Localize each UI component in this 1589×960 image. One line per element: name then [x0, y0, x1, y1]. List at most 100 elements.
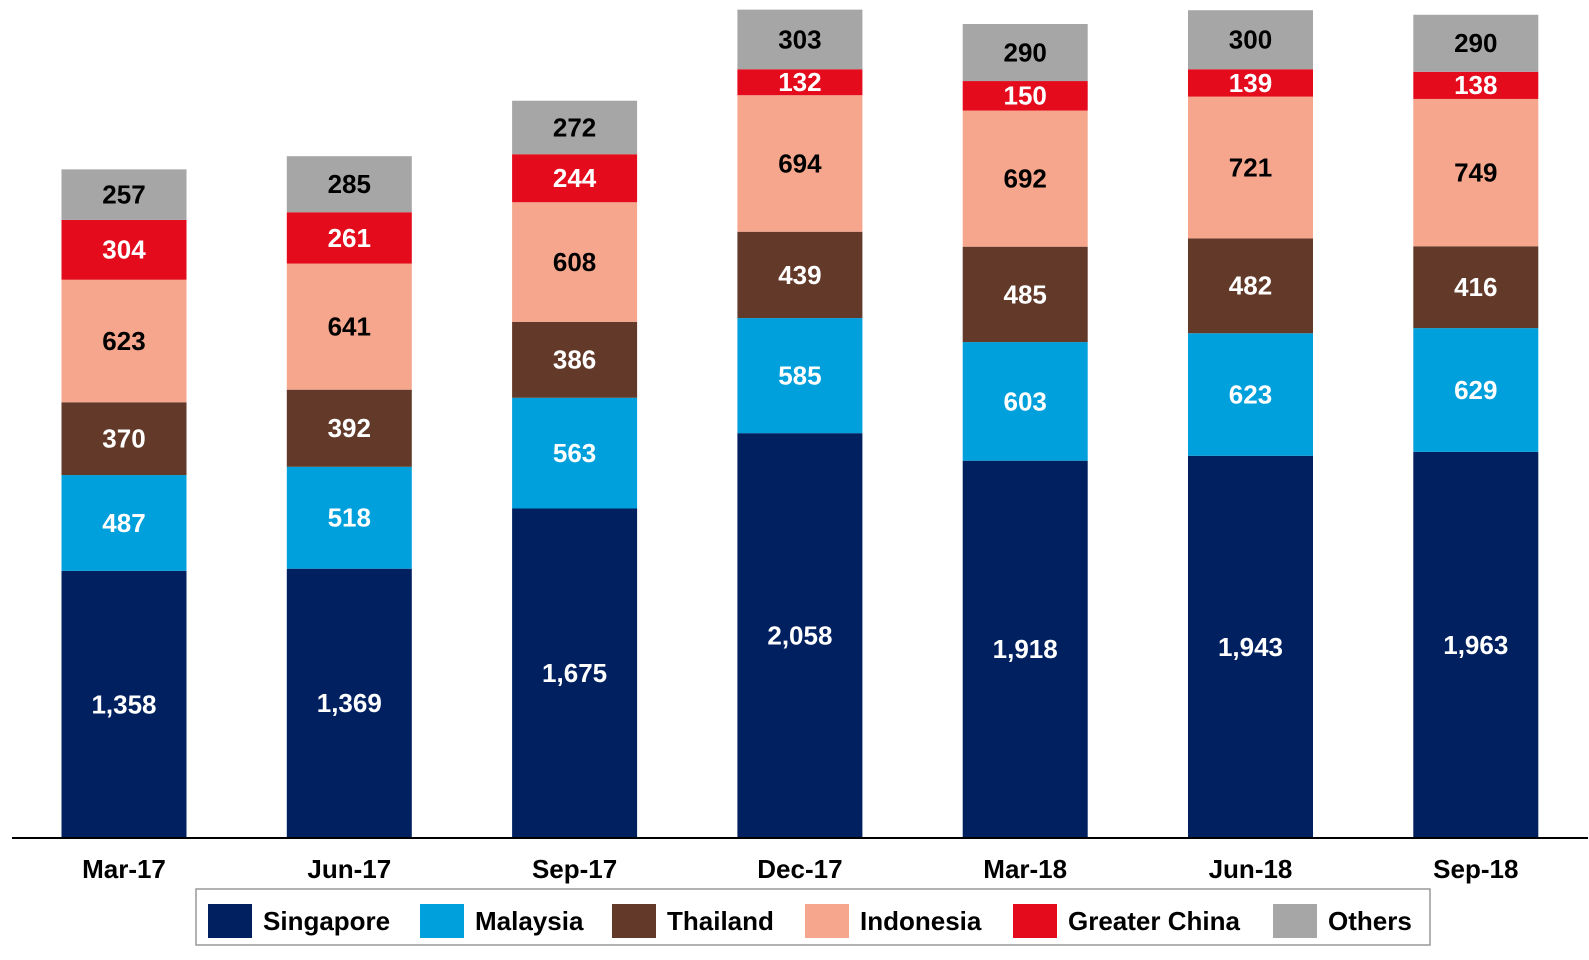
data-label: 304	[102, 235, 146, 265]
bar-segment	[512, 397, 638, 509]
data-label: 150	[1004, 81, 1047, 111]
bar-segment	[1188, 10, 1313, 70]
data-label: 518	[328, 503, 371, 533]
bar-segment	[1188, 69, 1313, 97]
legend-label: Indonesia	[860, 906, 982, 936]
data-label: 487	[102, 508, 145, 538]
data-label: 585	[778, 360, 821, 390]
x-tick-label: Sep-18	[1433, 854, 1518, 884]
bar-segment	[1188, 333, 1313, 456]
x-tick-label: Mar-18	[983, 854, 1067, 884]
data-label: 608	[553, 247, 596, 277]
data-label: 303	[778, 24, 821, 54]
data-label: 416	[1454, 272, 1497, 302]
data-label: 485	[1004, 279, 1047, 309]
bar-segment	[737, 9, 863, 70]
legend-label: Greater China	[1068, 906, 1240, 936]
bar-segment	[512, 202, 638, 322]
x-tick-label: Dec-17	[757, 854, 842, 884]
bar-segment	[61, 169, 187, 220]
bar-segment	[512, 154, 638, 203]
bar-segment	[61, 570, 187, 838]
legend-swatch	[1273, 904, 1317, 938]
bar-segment	[286, 568, 412, 838]
bar-segment	[737, 95, 863, 232]
bar-segment	[286, 389, 412, 467]
bar-segment	[962, 81, 1088, 111]
x-tick-label: Jun-18	[1209, 854, 1293, 884]
bar-segment	[512, 100, 638, 155]
bar-segment	[286, 263, 412, 390]
data-label: 1,963	[1443, 630, 1508, 660]
bar-segment	[1188, 455, 1313, 838]
bar-segment	[962, 460, 1088, 838]
bar-segment	[1188, 238, 1313, 334]
bar-segment	[962, 342, 1088, 461]
x-tick-label: Sep-17	[532, 854, 617, 884]
data-label: 2,058	[767, 620, 832, 650]
data-label: 244	[553, 163, 597, 193]
legend-swatch	[208, 904, 252, 938]
data-label: 1,918	[993, 634, 1058, 664]
data-label: 439	[778, 260, 821, 290]
bar-segment	[1413, 246, 1539, 329]
bar-segment	[61, 219, 187, 280]
data-label: 623	[1229, 379, 1272, 409]
data-label: 386	[553, 345, 596, 375]
bar-segment	[61, 279, 187, 403]
bar-segment	[737, 69, 863, 96]
data-label: 623	[102, 326, 145, 356]
legend-swatch	[612, 904, 656, 938]
data-label: 629	[1454, 375, 1497, 405]
bar-segment	[1413, 98, 1539, 247]
data-label: 300	[1229, 25, 1272, 55]
data-label: 392	[328, 413, 371, 443]
x-tick-label: Jun-17	[307, 854, 391, 884]
data-label: 1,369	[317, 688, 382, 718]
data-label: 1,358	[91, 689, 156, 719]
data-label: 132	[778, 67, 821, 97]
legend-label: Others	[1328, 906, 1412, 936]
bar-segment	[286, 156, 412, 213]
bar-segment	[1413, 328, 1539, 452]
data-label: 641	[328, 312, 371, 342]
data-label: 261	[328, 223, 371, 253]
bar-segment	[286, 212, 412, 264]
data-label: 272	[553, 112, 596, 142]
legend-swatch	[420, 904, 464, 938]
data-label: 257	[102, 180, 145, 210]
legend-label: Singapore	[263, 906, 390, 936]
bar-segment	[512, 508, 638, 838]
bar-segment	[1413, 14, 1539, 72]
data-label: 1,943	[1218, 632, 1283, 662]
x-tick-label: Mar-17	[82, 854, 166, 884]
legend-label: Malaysia	[475, 906, 584, 936]
data-label: 290	[1454, 28, 1497, 58]
data-label: 692	[1004, 163, 1047, 193]
data-label: 138	[1454, 70, 1497, 100]
bar-segment	[962, 246, 1088, 343]
data-label: 370	[102, 424, 145, 454]
legend-swatch	[805, 904, 849, 938]
legend-label: Thailand	[667, 906, 774, 936]
data-label: 139	[1229, 68, 1272, 98]
bar-segment	[962, 110, 1088, 247]
legend-swatch	[1013, 904, 1057, 938]
bar-segment	[1413, 71, 1539, 99]
bar-segment	[1188, 96, 1313, 239]
bar-segment	[737, 318, 863, 434]
bar-segment	[737, 433, 863, 838]
bar-segment	[61, 475, 187, 571]
bar-segment	[286, 466, 412, 569]
bar-segment	[61, 402, 187, 476]
bar-segment	[737, 231, 863, 319]
data-label: 1,675	[542, 658, 607, 688]
bar-segment	[1413, 451, 1539, 838]
data-label: 749	[1454, 157, 1497, 187]
data-label: 285	[328, 169, 371, 199]
data-label: 290	[1004, 37, 1047, 67]
bar-segment	[962, 23, 1088, 82]
data-label: 721	[1229, 152, 1272, 182]
data-label: 482	[1229, 271, 1272, 301]
